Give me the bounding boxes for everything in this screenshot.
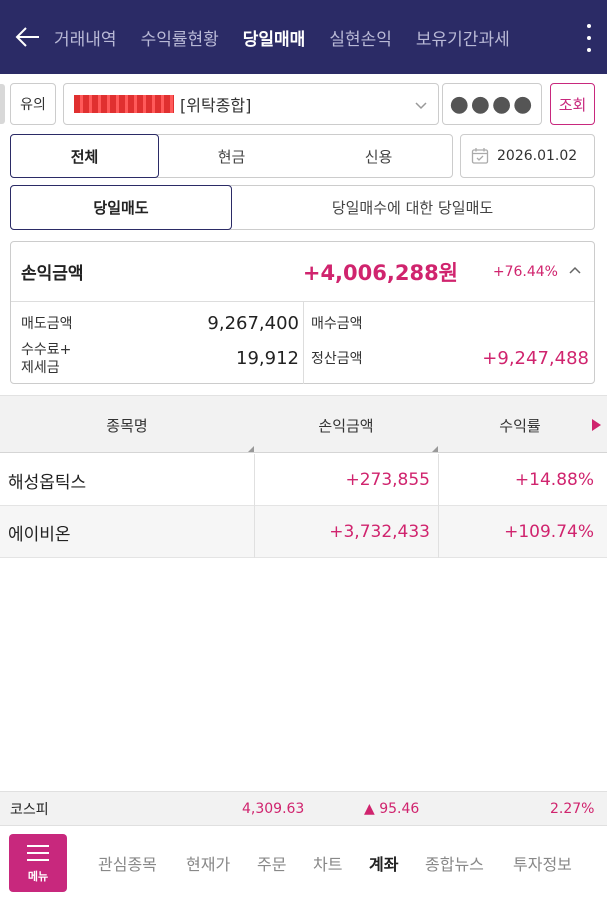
settle-amount-value: +9,247,488	[482, 348, 589, 369]
fee-tax-label-line1: 수수료+	[21, 342, 72, 358]
segment-day-buy-sell[interactable]: 당일매수에 대한 당일매도	[331, 199, 494, 217]
account-row: 유의 [위탁종합] ●●●● 조회	[0, 80, 607, 128]
menu-button[interactable]: 메뉴	[9, 834, 67, 892]
pl-amount: +4,006,288원	[302, 260, 458, 285]
nav-current-price[interactable]: 현재가	[186, 855, 231, 874]
index-pct: 2.27%	[550, 801, 595, 817]
segment-all[interactable]: 전체	[10, 134, 159, 178]
header-return-rate[interactable]: 수익률	[499, 416, 541, 435]
nav-investment-info[interactable]: 투자정보	[513, 855, 572, 874]
tab-holding-tax[interactable]: 보유기간과세	[415, 29, 510, 50]
sell-type-segment: 당일매도 당일매수에 대한 당일매도	[10, 185, 595, 230]
tab-trade-history[interactable]: 거래내역	[54, 29, 117, 50]
index-change: ▲ 95.46	[364, 801, 420, 817]
fee-tax-label-line2: 제세금	[21, 360, 60, 376]
account-select[interactable]: [위탁종합]	[63, 83, 439, 125]
menu-label: 메뉴	[27, 870, 49, 883]
stock-name: 해성옵틱스	[8, 472, 87, 493]
sell-amount-label: 매도금액	[21, 316, 73, 332]
table-row[interactable]: 에이비온 +3,732,433 +109.74%	[0, 506, 607, 558]
settle-amount-label: 정산금액	[311, 351, 363, 367]
hamburger-icon-bar	[27, 851, 49, 854]
nav-watchlist[interactable]: 관심종목	[98, 855, 157, 874]
nav-account[interactable]: 계좌	[369, 855, 399, 874]
table-header: 종목명 손익금액 수익률	[0, 395, 607, 453]
redacted-account-number	[74, 95, 174, 113]
cell-divider	[438, 506, 439, 558]
tab-return-status[interactable]: 수익률현황	[140, 29, 219, 50]
segment-cash[interactable]: 현금	[217, 147, 246, 166]
date-value: 2026.01.02	[497, 148, 578, 164]
cell-divider	[438, 454, 439, 506]
cell-divider	[254, 506, 255, 558]
nav-order[interactable]: 주문	[257, 855, 287, 874]
table-row[interactable]: 해성옵틱스 +273,855 +14.88%	[0, 454, 607, 506]
stock-rate: +14.88%	[514, 470, 594, 490]
back-button[interactable]	[0, 0, 54, 74]
query-button[interactable]: 조회	[550, 83, 595, 125]
nav-chart[interactable]: 차트	[313, 855, 343, 874]
scroll-right-arrow-icon[interactable]	[592, 419, 601, 431]
segment-day-sell[interactable]: 당일매도	[10, 185, 232, 230]
warning-button[interactable]: 유의	[10, 83, 56, 125]
summary-card: 손익금액 +4,006,288원 +76.44% 매도금액 9,267,400 …	[10, 241, 595, 384]
account-type: [위탁종합]	[180, 96, 252, 115]
calendar-icon	[471, 148, 489, 164]
stock-pl: +3,732,433	[329, 522, 430, 542]
column-resize-mark	[248, 446, 254, 452]
top-header: 거래내역 수익률현황 당일매매 실현손익 보유기간과세	[0, 0, 607, 74]
back-arrow-icon	[15, 27, 39, 47]
password-field[interactable]: ●●●●	[442, 83, 542, 125]
nav-news[interactable]: 종합뉴스	[425, 855, 484, 874]
header-tabs: 거래내역 수익률현황 당일매매 실현손익 보유기간과세	[54, 0, 534, 74]
buy-amount-label: 매수금액	[311, 316, 363, 332]
cell-divider	[254, 454, 255, 506]
bottom-nav: 메뉴 관심종목 현재가 주문 차트 계좌 종합뉴스 투자정보	[0, 825, 607, 899]
hamburger-icon-bar	[27, 858, 49, 861]
fee-tax-value: 19,912	[236, 348, 299, 369]
tab-day-trading[interactable]: 당일매매	[242, 29, 306, 50]
index-value: 4,309.63	[242, 801, 305, 817]
tab-realized-pl[interactable]: 실현손익	[329, 29, 392, 50]
index-ticker[interactable]: 코스피 4,309.63 ▲ 95.46 2.27%	[0, 791, 607, 825]
collapse-caret-icon[interactable]	[568, 264, 582, 276]
pl-label: 손익금액	[21, 264, 84, 284]
header-stock-name[interactable]: 종목명	[106, 416, 148, 435]
summary-header[interactable]: 손익금액 +4,006,288원 +76.44%	[11, 242, 594, 302]
index-name: 코스피	[10, 802, 49, 818]
more-menu-icon[interactable]	[585, 24, 593, 52]
credit-type-segment: 전체 현금 신용	[10, 134, 453, 178]
sell-amount-value: 9,267,400	[207, 313, 299, 334]
hamburger-icon	[27, 844, 49, 847]
side-drawer-handle[interactable]	[0, 84, 5, 124]
summary-divider	[303, 302, 304, 384]
stock-name: 에이비온	[8, 524, 71, 545]
pl-rate: +76.44%	[492, 263, 558, 280]
date-picker[interactable]: 2026.01.02	[460, 134, 595, 178]
chevron-down-icon	[415, 102, 427, 110]
stock-pl: +273,855	[345, 470, 430, 490]
stock-rate: +109.74%	[504, 522, 594, 542]
segment-credit[interactable]: 신용	[364, 147, 393, 166]
summary-grid: 매도금액 9,267,400 수수료+ 제세금 19,912 매수금액 정산금액…	[11, 302, 594, 384]
column-resize-mark	[432, 446, 438, 452]
header-pl-amount[interactable]: 손익금액	[318, 416, 374, 435]
